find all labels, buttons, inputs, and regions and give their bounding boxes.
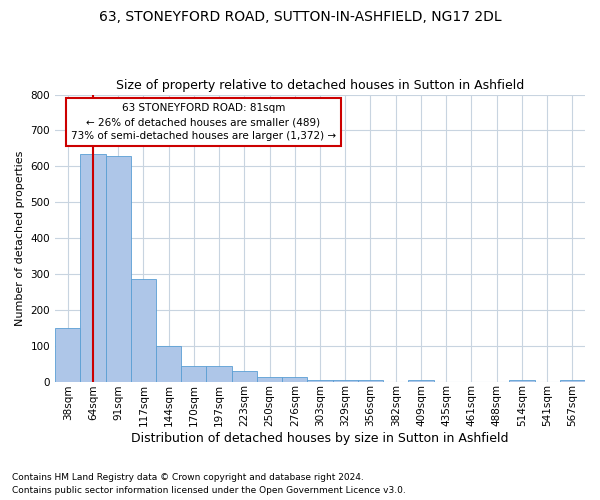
Bar — [106, 156, 131, 382]
Bar — [257, 377, 282, 382]
Bar — [307, 380, 332, 382]
Bar — [509, 380, 535, 382]
Bar — [282, 377, 307, 382]
Bar — [156, 346, 181, 382]
Bar — [131, 280, 156, 382]
Bar — [80, 154, 106, 382]
Bar — [181, 366, 206, 382]
Bar — [409, 380, 434, 382]
Bar — [55, 328, 80, 382]
Text: Contains public sector information licensed under the Open Government Licence v3: Contains public sector information licen… — [12, 486, 406, 495]
X-axis label: Distribution of detached houses by size in Sutton in Ashfield: Distribution of detached houses by size … — [131, 432, 509, 445]
Text: 63, STONEYFORD ROAD, SUTTON-IN-ASHFIELD, NG17 2DL: 63, STONEYFORD ROAD, SUTTON-IN-ASHFIELD,… — [98, 10, 502, 24]
Y-axis label: Number of detached properties: Number of detached properties — [15, 150, 25, 326]
Text: Contains HM Land Registry data © Crown copyright and database right 2024.: Contains HM Land Registry data © Crown c… — [12, 472, 364, 482]
Bar — [232, 372, 257, 382]
Bar — [560, 380, 585, 382]
Title: Size of property relative to detached houses in Sutton in Ashfield: Size of property relative to detached ho… — [116, 79, 524, 92]
Bar — [206, 366, 232, 382]
Text: 63 STONEYFORD ROAD: 81sqm
← 26% of detached houses are smaller (489)
73% of semi: 63 STONEYFORD ROAD: 81sqm ← 26% of detac… — [71, 103, 336, 141]
Bar — [332, 380, 358, 382]
Bar — [358, 380, 383, 382]
